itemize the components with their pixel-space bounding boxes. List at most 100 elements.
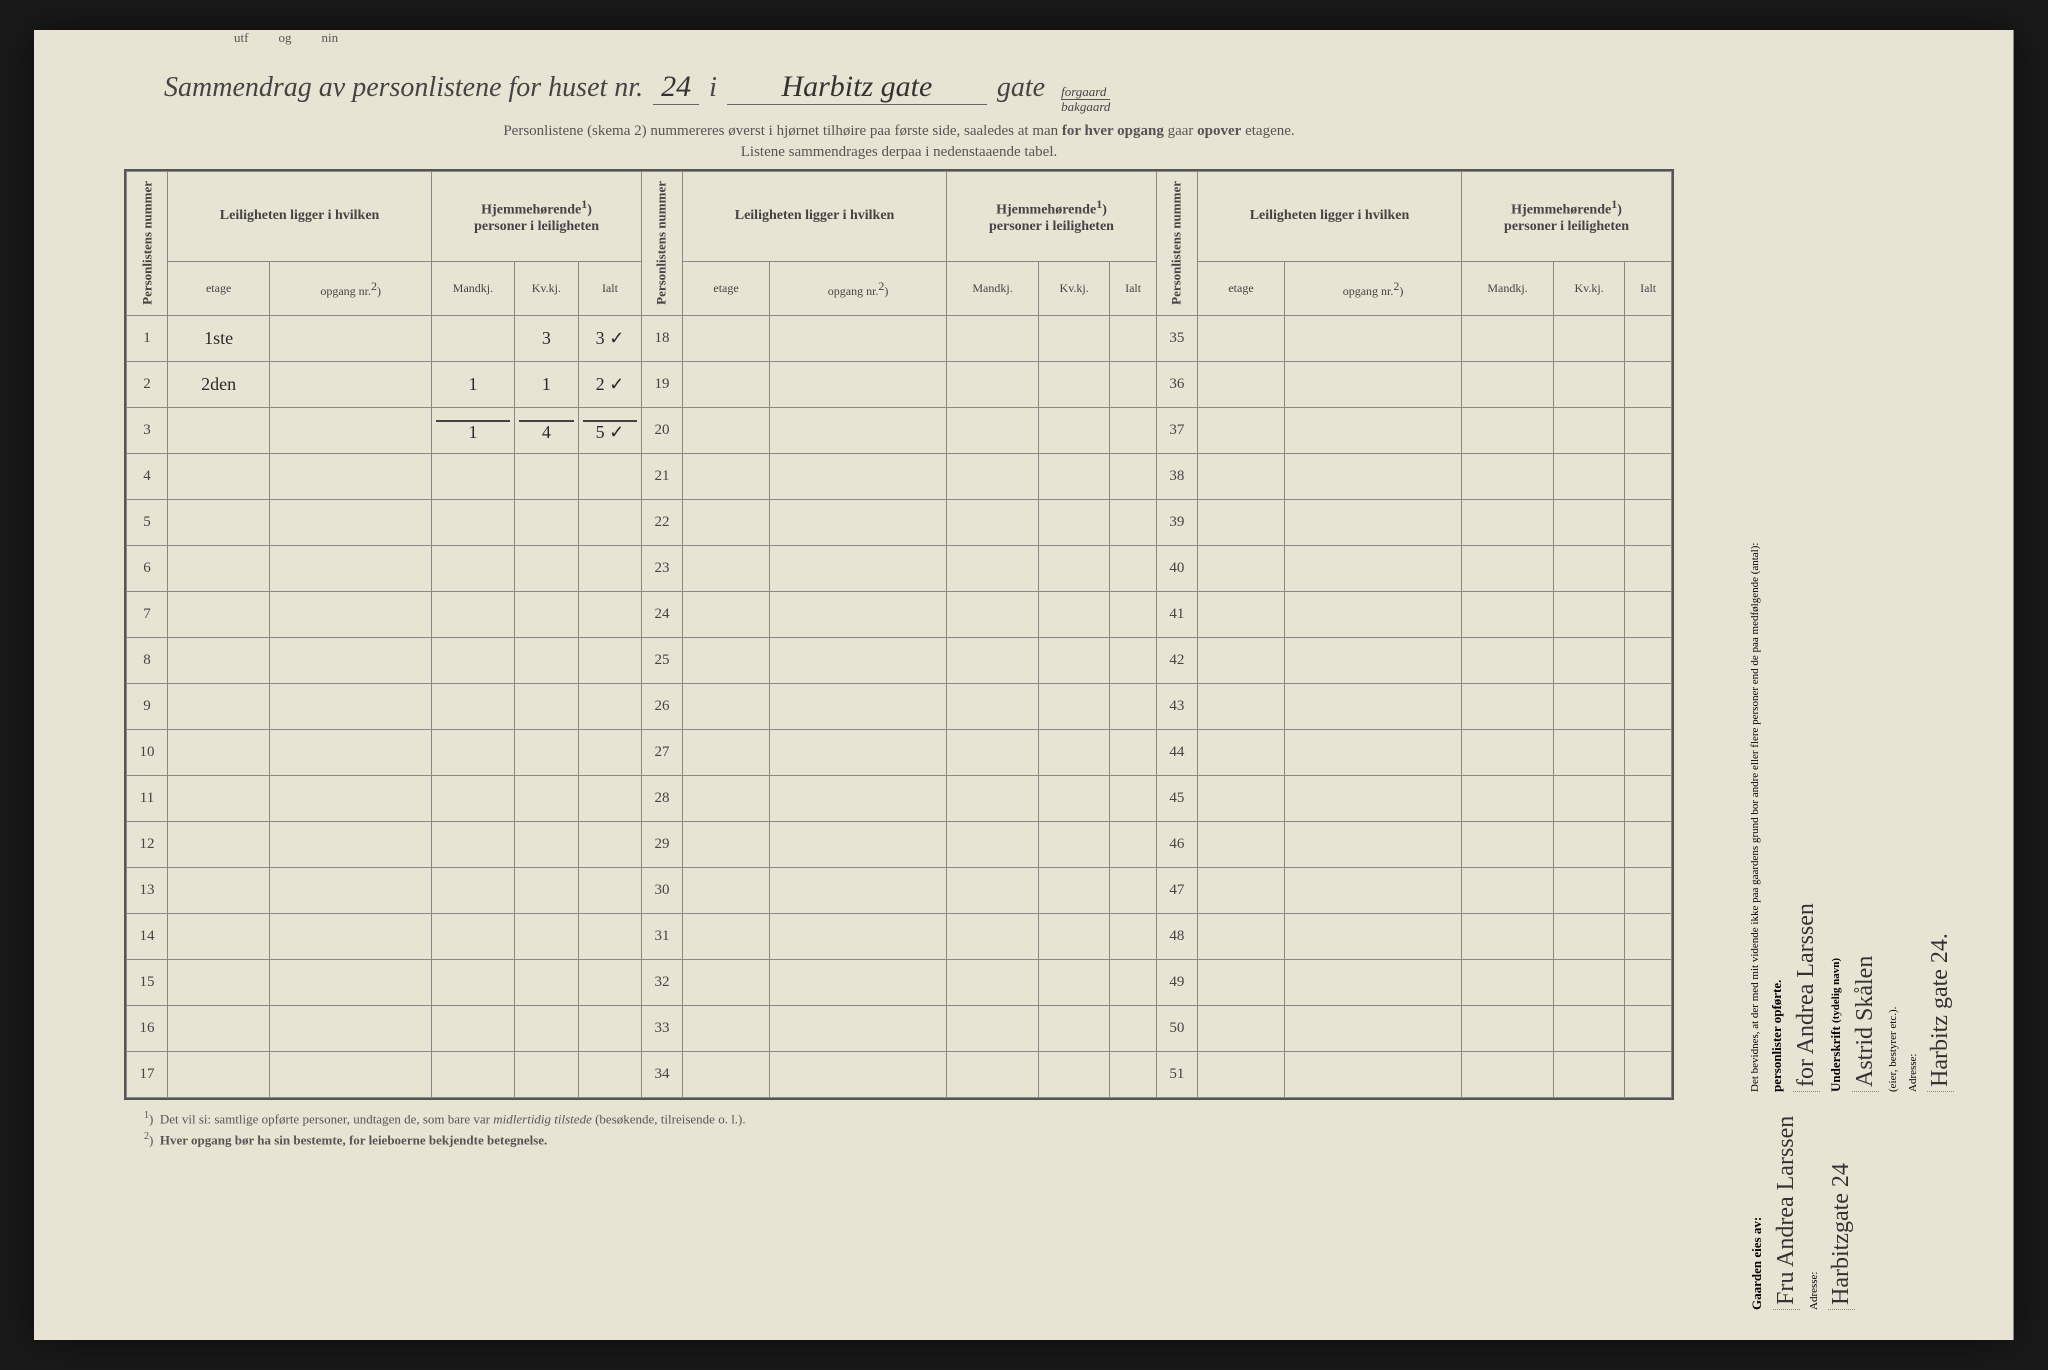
data-cell	[168, 500, 270, 546]
data-cell	[578, 500, 641, 546]
data-cell	[1554, 408, 1625, 454]
data-cell	[947, 408, 1039, 454]
row-number-cell: 15	[127, 960, 168, 1006]
data-cell	[578, 960, 641, 1006]
sub-kvkj-1: Kv.kj.	[514, 261, 578, 316]
data-cell	[1554, 868, 1625, 914]
data-cell	[514, 592, 578, 638]
data-cell	[1554, 316, 1625, 362]
row-number-cell: 42	[1156, 638, 1197, 684]
bevidnes-text: Det bevidnes, at der med mit vidende ikk…	[1749, 542, 1761, 1091]
data-cell	[432, 500, 515, 546]
row-number-cell: 44	[1156, 730, 1197, 776]
sub-etage-3: etage	[1197, 261, 1284, 316]
table-row: 133047	[127, 868, 1672, 914]
data-cell	[682, 592, 769, 638]
row-number-cell: 28	[641, 776, 682, 822]
data-cell	[770, 1006, 947, 1052]
data-cell	[578, 592, 641, 638]
data-cell	[1462, 776, 1554, 822]
data-cell	[1625, 868, 1672, 914]
header-hjemme-3: Hjemmehørende1) personer i leiligheten	[1462, 171, 1672, 261]
data-cell	[1554, 1052, 1625, 1098]
sub-ialt-3: Ialt	[1625, 261, 1672, 316]
data-cell	[1462, 546, 1554, 592]
data-cell	[1554, 500, 1625, 546]
data-cell	[1039, 776, 1110, 822]
data-cell	[270, 454, 432, 500]
data-cell: 5 ✓	[578, 408, 641, 454]
table-row: 173451	[127, 1052, 1672, 1098]
adresse2: Harbitz gate 24.	[1927, 542, 1954, 1091]
data-cell	[1039, 500, 1110, 546]
row-number-cell: 17	[127, 1052, 168, 1098]
table-row: 92643	[127, 684, 1672, 730]
data-cell	[514, 500, 578, 546]
sub-etage-2: etage	[682, 261, 769, 316]
data-cell	[1554, 822, 1625, 868]
row-number-cell: 5	[127, 500, 168, 546]
row-number-cell: 48	[1156, 914, 1197, 960]
adresse1-label: Adresse:	[1808, 1112, 1820, 1310]
data-cell	[168, 1006, 270, 1052]
data-cell	[270, 914, 432, 960]
data-cell	[1197, 1006, 1284, 1052]
eier-note: (eier, bestyrer etc.).	[1887, 542, 1899, 1091]
data-cell	[1285, 408, 1462, 454]
data-cell	[1285, 638, 1462, 684]
data-cell	[514, 868, 578, 914]
row-number-cell: 35	[1156, 316, 1197, 362]
title-i: i	[709, 72, 717, 104]
data-cell	[947, 454, 1039, 500]
data-cell	[1462, 638, 1554, 684]
row-number-cell: 24	[641, 592, 682, 638]
data-cell	[168, 638, 270, 684]
forgaard: forgaard	[1061, 85, 1110, 100]
data-cell	[1197, 638, 1284, 684]
data-cell	[1285, 1052, 1462, 1098]
data-cell	[1554, 776, 1625, 822]
data-cell	[947, 638, 1039, 684]
row-number-cell: 18	[641, 316, 682, 362]
row-number-cell: 29	[641, 822, 682, 868]
data-cell	[1039, 1006, 1110, 1052]
data-cell	[1462, 408, 1554, 454]
table-row: 112845	[127, 776, 1672, 822]
data-cell	[168, 822, 270, 868]
data-cell	[1039, 684, 1110, 730]
data-cell	[1462, 1052, 1554, 1098]
data-cell: 1	[432, 362, 515, 408]
data-cell	[578, 822, 641, 868]
row-number-cell: 34	[641, 1052, 682, 1098]
data-cell	[168, 868, 270, 914]
row-number-cell: 21	[641, 454, 682, 500]
row-number-cell: 3	[127, 408, 168, 454]
adresse1: Harbitzgate 24	[1828, 1112, 1855, 1310]
data-cell	[1110, 408, 1157, 454]
sub-opgang-1: opgang nr.2)	[270, 261, 432, 316]
data-cell	[578, 546, 641, 592]
header-hjemme-2: Hjemmehørende1) personer i leiligheten	[947, 171, 1157, 261]
data-cell	[432, 638, 515, 684]
data-cell	[1462, 454, 1554, 500]
table: Personlistens nummer Leiligheten ligger …	[126, 171, 1672, 1099]
data-cell	[1110, 914, 1157, 960]
data-cell	[682, 730, 769, 776]
table-body: 11ste33 ✓183522den112 ✓19363145 ✓2037421…	[127, 316, 1672, 1098]
data-cell	[1039, 546, 1110, 592]
underskrift-label: Underskrift (tydelig navn)	[1828, 542, 1844, 1091]
data-cell	[1625, 454, 1672, 500]
data-cell	[514, 822, 578, 868]
gaarden-label: Gaarden eies av:	[1749, 1112, 1765, 1310]
data-cell	[770, 500, 947, 546]
subtitle-1: Personlistene (skema 2) nummereres øvers…	[124, 123, 1674, 140]
table-row: 62340	[127, 546, 1672, 592]
data-cell	[1197, 776, 1284, 822]
data-cell	[1110, 546, 1157, 592]
data-cell	[432, 316, 515, 362]
data-cell	[1197, 960, 1284, 1006]
row-number-cell: 26	[641, 684, 682, 730]
row-number-cell: 14	[127, 914, 168, 960]
data-cell	[1554, 454, 1625, 500]
row-number-cell: 30	[641, 868, 682, 914]
